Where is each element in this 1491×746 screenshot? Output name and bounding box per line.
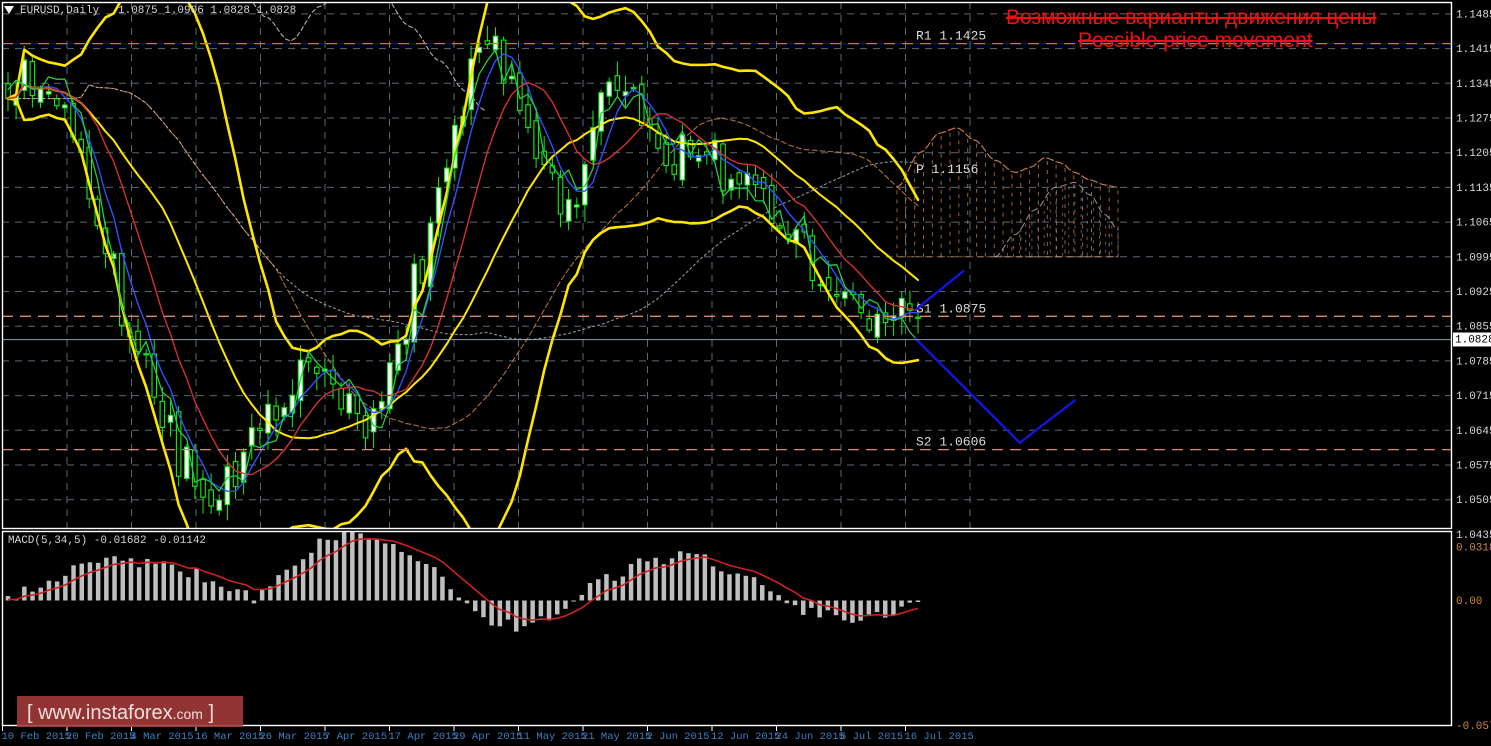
svg-text:1.0575: 1.0575 <box>1456 461 1491 473</box>
svg-text:21 May 2015: 21 May 2015 <box>582 731 651 743</box>
svg-text:P 1.1156: P 1.1156 <box>916 162 978 177</box>
svg-text:1.0645: 1.0645 <box>1456 426 1491 438</box>
svg-text:-0.05716: -0.05716 <box>1456 721 1491 733</box>
svg-text:1.0995: 1.0995 <box>1456 252 1491 264</box>
svg-text:10 Feb 2015: 10 Feb 2015 <box>2 731 71 743</box>
svg-text:2 Jun 2015: 2 Jun 2015 <box>647 731 710 743</box>
svg-text:1.0828: 1.0828 <box>1455 334 1491 346</box>
svg-text:24 Jun 2015: 24 Jun 2015 <box>776 731 845 743</box>
svg-text:17 Apr 2015: 17 Apr 2015 <box>389 731 458 743</box>
svg-text:1.0925: 1.0925 <box>1456 287 1491 299</box>
svg-text:12 Jun 2015: 12 Jun 2015 <box>711 731 780 743</box>
svg-text:Возможные варианты движения це: Возможные варианты движения цены <box>1006 6 1377 29</box>
svg-text:20 Feb 2015: 20 Feb 2015 <box>66 731 135 743</box>
svg-text:R1 1.1425: R1 1.1425 <box>916 29 986 44</box>
svg-text:0.00: 0.00 <box>1456 596 1482 608</box>
svg-text:29 Apr 2015: 29 Apr 2015 <box>453 731 522 743</box>
svg-text:16 Jul 2015: 16 Jul 2015 <box>905 731 974 743</box>
svg-text:1.1135: 1.1135 <box>1456 183 1491 195</box>
svg-text:1.0715: 1.0715 <box>1456 391 1491 403</box>
svg-text:1.0875 1.0906 1.0828 1.0828: 1.0875 1.0906 1.0828 1.0828 <box>118 5 296 17</box>
svg-text:1.1485: 1.1485 <box>1456 9 1491 21</box>
svg-text:[ www.instaforex.com ]: [ www.instaforex.com ] <box>27 702 214 724</box>
svg-text:1.0435: 1.0435 <box>1456 530 1491 542</box>
svg-text:1.0505: 1.0505 <box>1456 495 1491 507</box>
svg-text:EURUSD,Daily: EURUSD,Daily <box>20 5 100 17</box>
svg-text:1.1345: 1.1345 <box>1456 79 1491 91</box>
svg-text:4 Mar 2015: 4 Mar 2015 <box>131 731 194 743</box>
svg-text:1.1065: 1.1065 <box>1456 218 1491 230</box>
svg-text:Possible price movement: Possible price movement <box>1078 29 1313 52</box>
svg-text:6 Jul 2015: 6 Jul 2015 <box>840 731 903 743</box>
svg-text:1.0855: 1.0855 <box>1456 322 1491 334</box>
svg-text:1.1205: 1.1205 <box>1456 148 1491 160</box>
svg-text:1.0785: 1.0785 <box>1456 356 1491 368</box>
svg-text:0.03187: 0.03187 <box>1456 542 1491 554</box>
svg-text:26 Mar 2015: 26 Mar 2015 <box>260 731 329 743</box>
svg-text:1.1275: 1.1275 <box>1456 114 1491 126</box>
svg-text:11 May 2015: 11 May 2015 <box>518 731 587 743</box>
svg-text:7 Apr 2015: 7 Apr 2015 <box>324 731 387 743</box>
svg-text:S2 1.0606: S2 1.0606 <box>916 435 986 450</box>
svg-text:MACD(5,34,5) -0.01682 -0.01142: MACD(5,34,5) -0.01682 -0.01142 <box>8 535 206 547</box>
svg-text:16 Mar 2015: 16 Mar 2015 <box>195 731 264 743</box>
svg-text:1.1415: 1.1415 <box>1456 44 1491 56</box>
svg-text:S1 1.0875: S1 1.0875 <box>916 301 986 316</box>
